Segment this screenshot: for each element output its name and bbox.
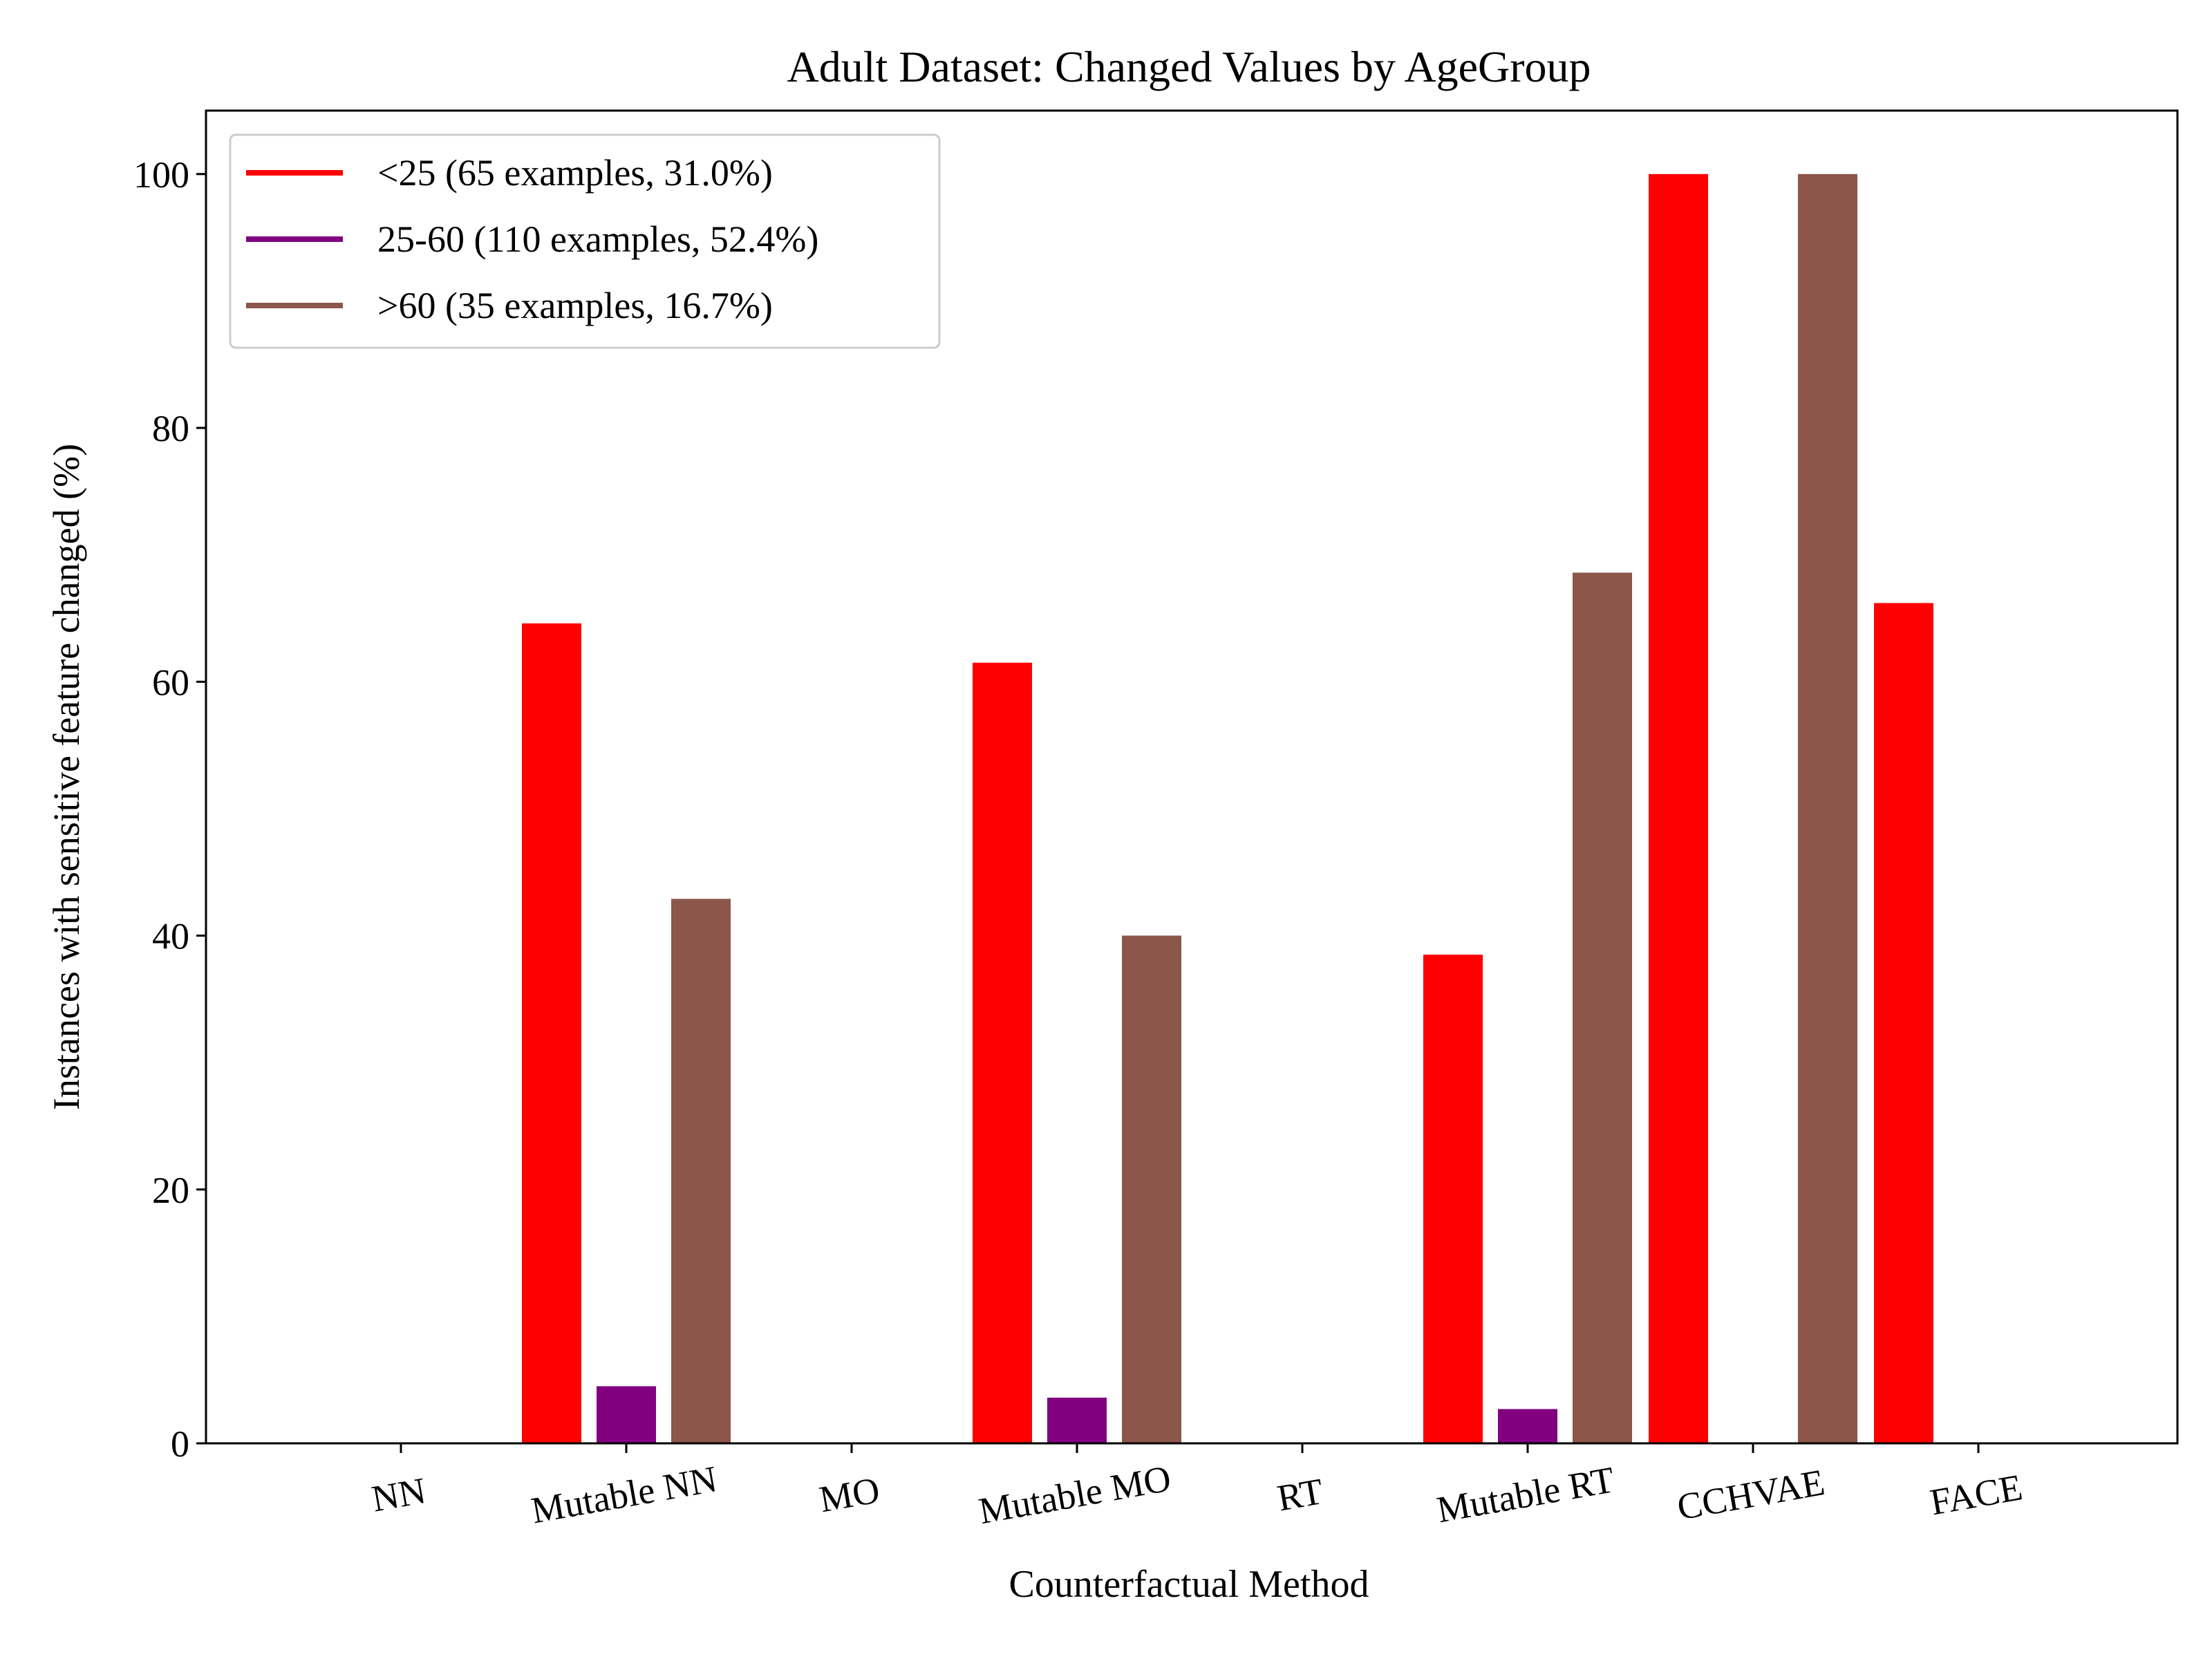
y-axis-label: Instances with sensitive feature changed… bbox=[46, 444, 87, 1110]
y-axis: 0 20 40 60 80 100 bbox=[133, 154, 206, 1465]
bar bbox=[1122, 935, 1181, 1443]
bar bbox=[1498, 1409, 1557, 1443]
legend-label: 25-60 (110 examples, 52.4%) bbox=[377, 218, 818, 260]
bar bbox=[1047, 1397, 1107, 1443]
legend: <25 (65 examples, 31.0%) 25-60 (110 examp… bbox=[229, 133, 941, 349]
chart-title: Adult Dataset: Changed Values by AgeGrou… bbox=[787, 42, 1591, 91]
plot-frame bbox=[205, 109, 2179, 1445]
bar bbox=[1423, 955, 1483, 1443]
legend-label: >60 (35 examples, 16.7%) bbox=[377, 285, 773, 326]
bar bbox=[973, 662, 1032, 1444]
x-axis-label: Counterfactual Method bbox=[1009, 1563, 1369, 1606]
bars-group bbox=[522, 174, 1933, 1444]
bar bbox=[1798, 174, 1857, 1443]
bar bbox=[1874, 603, 1933, 1443]
legend-label: <25 (65 examples, 31.0%) bbox=[377, 152, 773, 194]
y-tick-label: 100 bbox=[133, 154, 189, 196]
x-tick-label: RT bbox=[1274, 1470, 1326, 1519]
bar bbox=[597, 1386, 656, 1443]
y-tick-label: 40 bbox=[152, 916, 189, 957]
legend-box bbox=[229, 133, 941, 349]
y-tick-label: 0 bbox=[171, 1423, 189, 1465]
x-tick-label: MO bbox=[816, 1469, 883, 1520]
bar bbox=[522, 623, 581, 1443]
y-tick-label: 20 bbox=[152, 1170, 189, 1211]
y-tick-label: 60 bbox=[152, 662, 189, 703]
x-tick-label: NN bbox=[368, 1470, 429, 1520]
bar bbox=[1649, 174, 1708, 1443]
bar bbox=[1573, 572, 1632, 1443]
bar bbox=[671, 899, 731, 1443]
y-tick-label: 80 bbox=[152, 408, 189, 449]
